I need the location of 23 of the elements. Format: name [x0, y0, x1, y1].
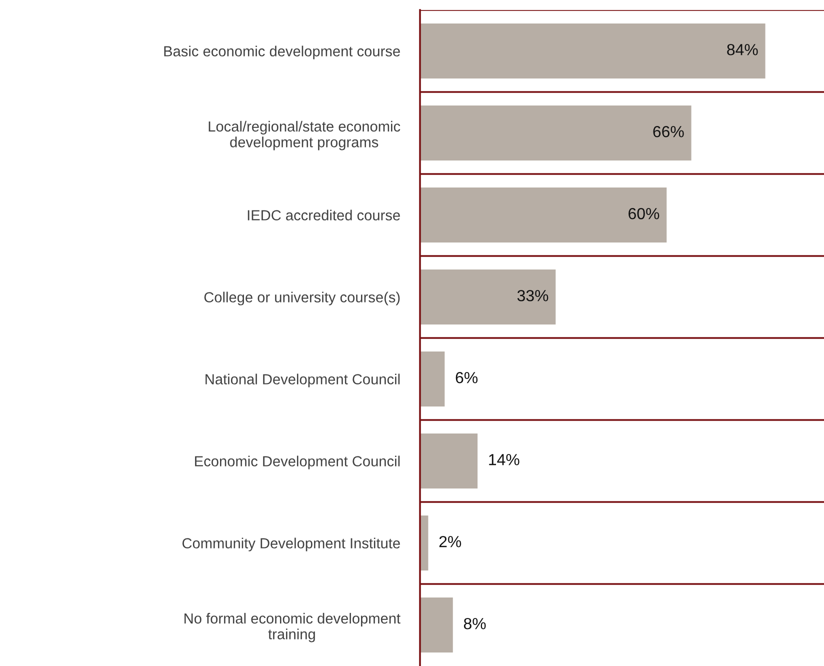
bar: [420, 188, 667, 242]
y-tick-label: National Development Council: [206, 374, 400, 388]
y-tick-label: IEDC accredited course: [248, 210, 400, 220]
data-label: 33%: [517, 290, 548, 302]
data-label: 6%: [456, 372, 478, 384]
data-label: 8%: [464, 618, 486, 630]
data-label: 84%: [727, 44, 758, 56]
bar: [420, 270, 556, 324]
y-tick-label: Local/regional/state economic development programs: [208, 120, 400, 150]
y-tick-label: Community Development Institute: [182, 538, 400, 552]
y-tick-label: No formal economic development training: [184, 612, 400, 642]
y-tick-label: Basic economic development course: [164, 46, 400, 60]
data-label: 60%: [628, 208, 660, 220]
bar: [420, 106, 692, 160]
data-label: 66%: [653, 126, 684, 138]
data-label: 14%: [489, 454, 520, 466]
bar: [420, 434, 478, 488]
y-tick-label: College or university course(s): [204, 292, 400, 306]
y-tick-label: Economic Development Council: [195, 456, 400, 470]
bar: [420, 24, 766, 78]
bar: [420, 598, 453, 652]
bar: [420, 352, 445, 406]
data-label: 2%: [439, 536, 462, 548]
